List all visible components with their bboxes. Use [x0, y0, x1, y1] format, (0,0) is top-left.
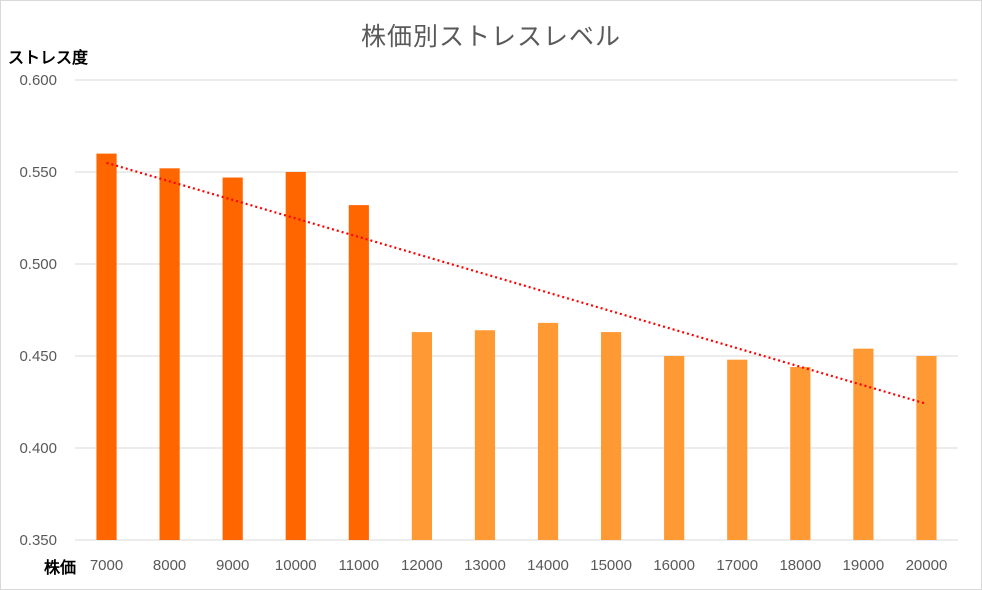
y-axis-label: ストレス度 — [8, 48, 89, 67]
x-tick-label: 10000 — [275, 557, 317, 574]
y-tick-label: 0.600 — [19, 72, 57, 89]
x-tick-label: 19000 — [843, 557, 885, 574]
x-tick-label: 20000 — [906, 557, 948, 574]
x-axis-label: 株価 — [44, 558, 77, 577]
x-tick-label: 12000 — [401, 557, 443, 574]
bar-17000 — [727, 359, 748, 540]
bar-10000 — [285, 172, 306, 540]
bar-14000 — [537, 322, 559, 540]
bar-19000 — [853, 348, 874, 540]
y-tick-label: 0.400 — [19, 440, 57, 457]
bar-7000 — [96, 153, 117, 540]
bar-16000 — [664, 356, 685, 540]
bar-15000 — [601, 332, 622, 540]
bar-11000 — [348, 205, 369, 540]
x-tick-label: 14000 — [527, 557, 569, 574]
chart-title: 株価別ストレスレベル — [360, 22, 621, 51]
bar-13000 — [474, 330, 496, 540]
y-tick-labels: 0.350 0.400 0.450 0.500 0.550 0.600 — [19, 72, 57, 549]
y-tick-label: 0.500 — [19, 256, 57, 273]
bar-8000 — [159, 168, 180, 540]
x-tick-label: 8000 — [153, 557, 186, 574]
bar-18000 — [790, 367, 811, 540]
x-tick-label: 17000 — [716, 557, 758, 574]
x-tick-label: 11000 — [339, 557, 380, 574]
bars — [96, 153, 937, 540]
x-tick-label: 18000 — [779, 557, 821, 574]
y-tick-label: 0.550 — [19, 164, 57, 181]
x-tick-labels: 7000 8000 9000 10000 11000 12000 13000 14000 150… — [90, 557, 947, 574]
bar-9000 — [222, 177, 243, 540]
y-tick-label: 0.350 — [19, 532, 57, 549]
bar-20000 — [916, 356, 937, 540]
gridlines — [75, 79, 958, 541]
x-tick-label: 13000 — [464, 557, 506, 574]
x-tick-label: 16000 — [653, 557, 695, 574]
y-tick-label: 0.450 — [19, 348, 57, 365]
x-tick-label: 15000 — [590, 557, 632, 574]
x-tick-label: 9000 — [216, 557, 249, 574]
bar-12000 — [411, 332, 432, 540]
x-tick-label: 7000 — [90, 557, 123, 574]
